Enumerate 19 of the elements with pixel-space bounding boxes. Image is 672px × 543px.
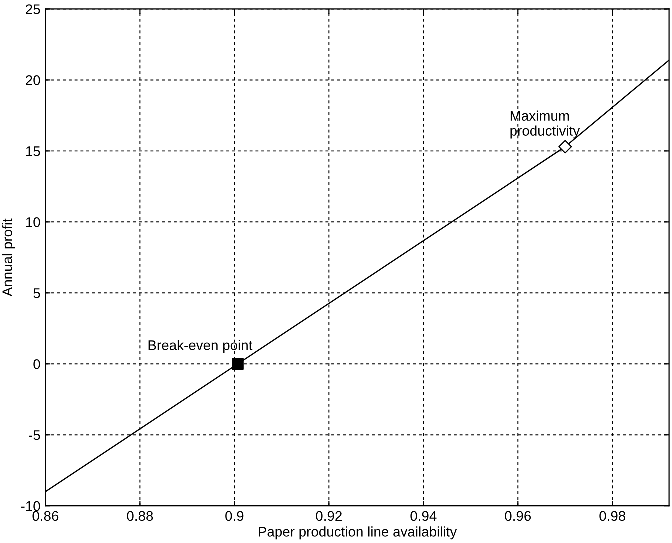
x-tick-label: 0.92 xyxy=(316,511,342,522)
x-tick-label: 0.98 xyxy=(600,511,626,522)
y-tick-label: 5 xyxy=(34,288,40,298)
y-tick-label: 20 xyxy=(26,76,40,86)
x-axis-title: Paper production line availability xyxy=(259,526,458,540)
annotation: Maximum productivity xyxy=(510,110,580,139)
y-tick-label: -5 xyxy=(29,430,40,440)
x-tick-label: 0.96 xyxy=(505,511,532,522)
x-tick-label: 0.9 xyxy=(226,511,244,522)
y-tick-label: -10 xyxy=(21,501,40,512)
y-tick-label: 15 xyxy=(26,146,40,156)
y-tick-label: 10 xyxy=(26,218,40,228)
x-tick-label: 0.94 xyxy=(410,511,437,522)
x-tick-label: 0.88 xyxy=(127,511,154,522)
y-tick-label: 25 xyxy=(26,4,40,14)
x-tick-label: 0.86 xyxy=(32,511,59,522)
y-tick-label: 0 xyxy=(34,359,40,370)
y-axis-title: Annual profit xyxy=(2,218,16,297)
annotation: Break-even point xyxy=(148,340,253,354)
